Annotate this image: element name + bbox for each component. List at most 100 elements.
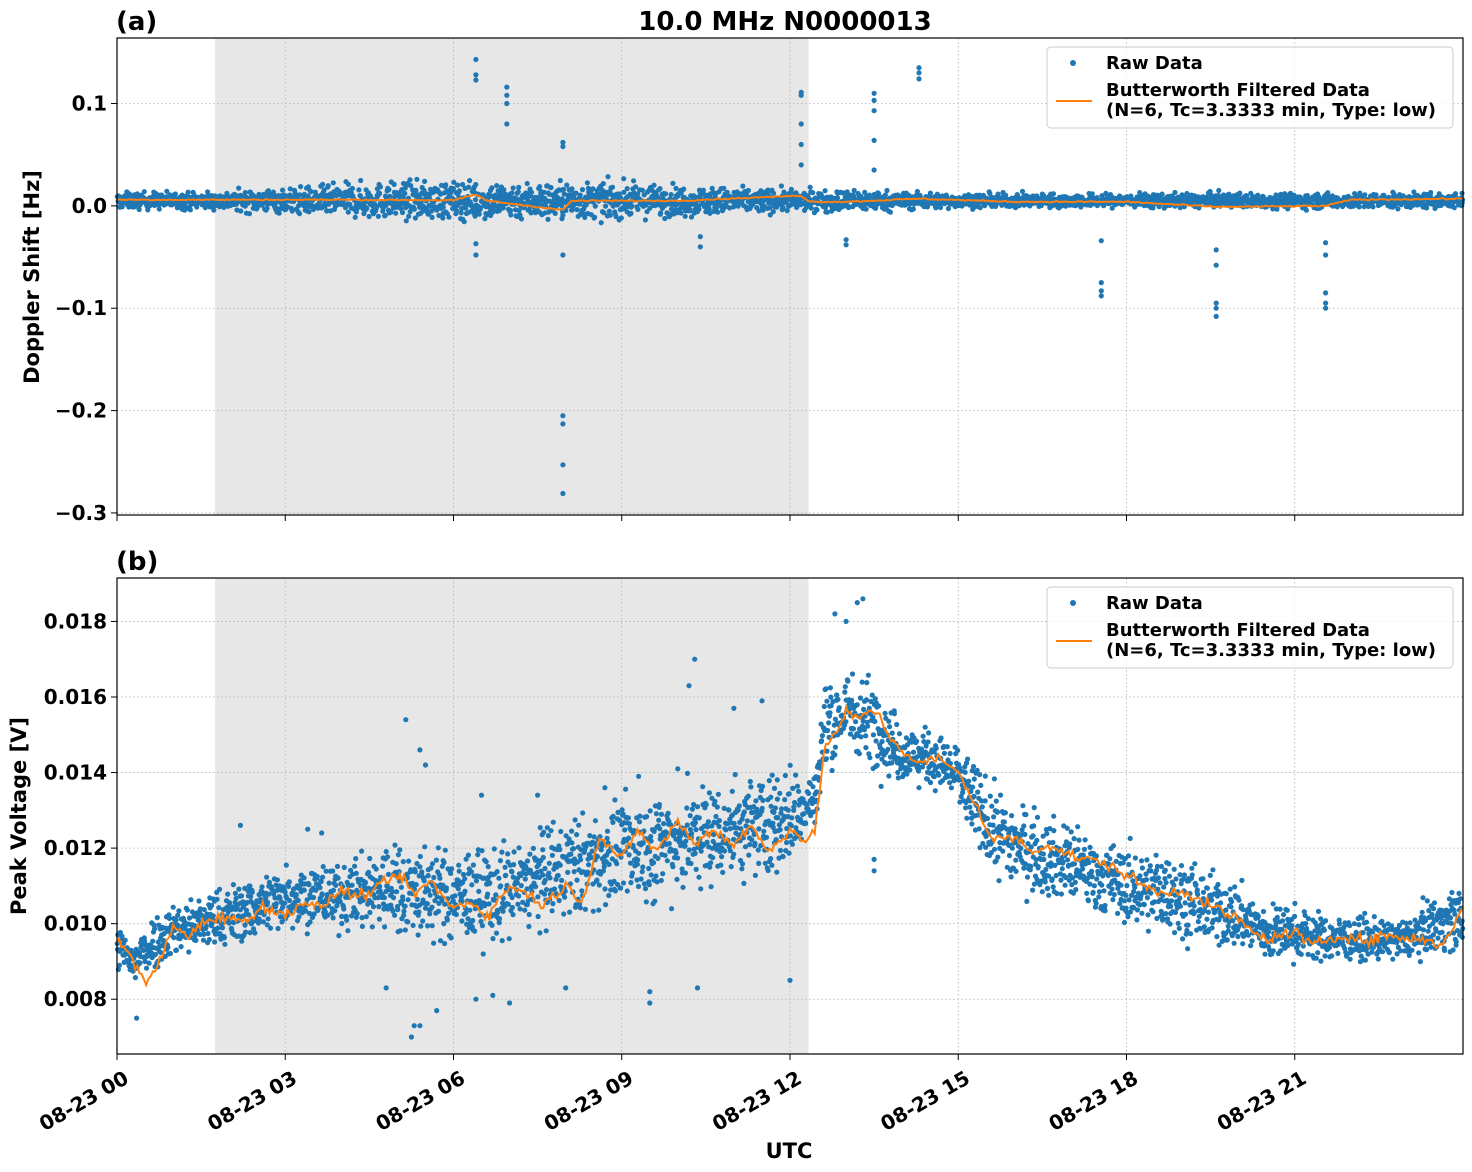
raw-data-point — [541, 189, 547, 195]
raw-data-point — [425, 923, 431, 929]
raw-data-point — [515, 189, 521, 195]
raw-data-point — [635, 191, 641, 197]
raw-data-point — [301, 887, 307, 893]
raw-data-point — [767, 212, 773, 218]
raw-data-point — [510, 912, 516, 918]
raw-data-point — [1019, 188, 1026, 194]
raw-data-point — [696, 206, 702, 212]
raw-data-point — [408, 183, 414, 189]
raw-data-point — [490, 936, 496, 942]
raw-data-point — [507, 207, 514, 214]
raw-data-point — [465, 852, 471, 858]
raw-data-point — [1050, 191, 1057, 197]
panel-b-shaded-span — [215, 578, 809, 1054]
raw-data-point — [786, 791, 792, 797]
raw-data-point — [394, 889, 400, 895]
raw-data-point — [754, 806, 760, 813]
raw-data-point — [516, 208, 522, 214]
raw-data-point — [341, 906, 347, 912]
raw-data-point — [580, 810, 586, 816]
raw-data-point — [285, 883, 292, 890]
raw-data-point — [530, 845, 537, 852]
raw-data-point — [452, 893, 458, 899]
raw-data-point — [576, 822, 582, 828]
raw-data-outlier — [473, 241, 479, 247]
raw-data-point — [794, 783, 801, 789]
raw-data-outlier — [560, 421, 566, 427]
raw-data-point — [569, 207, 575, 213]
raw-data-point — [320, 874, 326, 880]
raw-data-point — [205, 930, 211, 937]
raw-data-point — [392, 842, 398, 848]
raw-data-point — [427, 892, 433, 898]
raw-data-point — [540, 847, 546, 853]
raw-data-point — [188, 897, 194, 903]
raw-data-point — [662, 852, 668, 858]
raw-data-point — [541, 829, 547, 835]
raw-data-outlier — [560, 252, 566, 258]
raw-data-point — [1370, 204, 1376, 210]
raw-data-point — [1424, 205, 1430, 211]
raw-data-point — [179, 192, 185, 198]
raw-data-point — [550, 901, 556, 907]
raw-data-point — [548, 185, 554, 191]
raw-data-point — [450, 185, 456, 192]
raw-data-point — [326, 880, 332, 886]
raw-data-point — [410, 922, 416, 929]
raw-data-point — [284, 204, 290, 210]
raw-data-point — [154, 915, 160, 921]
raw-data-point — [790, 785, 796, 791]
raw-data-point — [727, 826, 733, 832]
raw-data-point — [456, 862, 462, 868]
raw-data-point — [724, 189, 730, 195]
raw-data-point — [516, 893, 522, 899]
raw-data-point — [448, 935, 454, 941]
raw-data-point — [807, 184, 813, 190]
raw-data-point — [435, 908, 442, 915]
raw-data-point — [540, 872, 546, 878]
raw-data-point — [603, 203, 609, 209]
raw-data-point — [320, 864, 326, 870]
raw-data-point — [494, 869, 500, 875]
raw-data-point — [681, 186, 687, 192]
raw-data-point — [496, 916, 503, 922]
raw-data-point — [639, 187, 646, 193]
raw-data-point — [698, 886, 704, 892]
raw-data-point — [537, 930, 543, 936]
raw-data-point — [476, 888, 482, 895]
raw-data-point — [545, 833, 552, 839]
raw-data-point — [568, 851, 574, 857]
raw-data-point — [483, 859, 489, 865]
raw-data-point — [1003, 192, 1009, 198]
raw-data-point — [752, 840, 758, 846]
raw-data-point — [670, 180, 676, 186]
raw-data-point — [275, 925, 281, 932]
raw-data-point — [405, 897, 411, 903]
raw-data-point — [464, 929, 470, 936]
raw-data-point — [760, 783, 766, 790]
raw-data-point — [395, 852, 401, 858]
raw-data-point — [642, 886, 649, 892]
raw-data-point — [210, 913, 216, 919]
raw-data-point — [516, 845, 522, 851]
raw-data-point — [729, 788, 735, 794]
raw-data-point — [137, 960, 143, 966]
raw-data-point — [542, 865, 548, 872]
raw-data-point — [283, 862, 289, 868]
raw-data-point — [592, 818, 599, 824]
raw-data-point — [370, 904, 377, 910]
raw-data-outlier — [871, 97, 877, 103]
raw-data-point — [684, 770, 691, 777]
raw-data-point — [377, 190, 383, 197]
raw-data-point — [472, 213, 478, 219]
raw-data-point — [437, 875, 443, 881]
raw-data-point — [424, 901, 430, 907]
raw-data-point — [612, 797, 618, 803]
raw-data-point — [345, 928, 351, 934]
raw-data-point — [216, 905, 222, 911]
raw-data-point — [715, 791, 722, 797]
raw-data-point — [393, 861, 399, 867]
raw-data-outlier — [504, 84, 510, 90]
raw-data-point — [716, 823, 722, 830]
raw-data-point — [646, 882, 652, 888]
